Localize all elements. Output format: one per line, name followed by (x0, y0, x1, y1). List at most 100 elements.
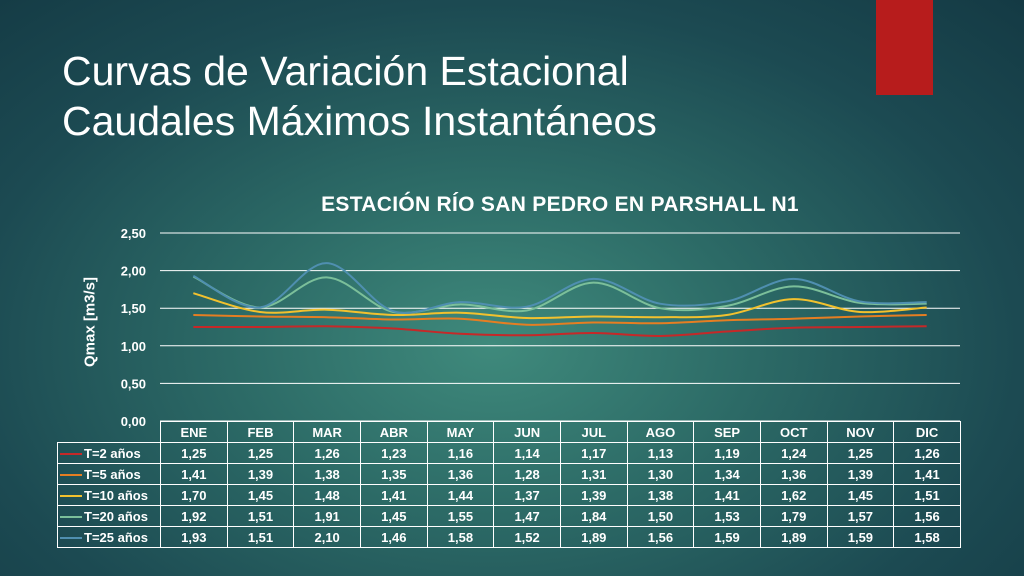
legend-swatch (60, 516, 82, 519)
legend-swatch (60, 474, 82, 477)
data-label: 1,84 (559, 505, 628, 527)
data-label: 1,41 (359, 484, 428, 506)
data-label: 1,39 (226, 463, 295, 485)
data-label: 1,19 (693, 442, 761, 464)
data-label: 1,39 (559, 484, 628, 506)
data-label: 1,26 (893, 442, 961, 464)
data-label: 1,45 (226, 484, 295, 506)
series-name: T=5 años (84, 466, 141, 482)
data-label: 1,41 (693, 484, 761, 506)
slide-title-line-1: Curvas de Variación Estacional (62, 48, 629, 94)
data-label: 1,44 (426, 484, 495, 506)
legend-swatch (60, 537, 82, 540)
data-label: 1,17 (559, 442, 628, 464)
legend-entry: T=2 años (57, 442, 161, 464)
data-label: 1,62 (759, 484, 828, 506)
y-tick-label: 1,50 (121, 301, 146, 316)
data-label: 1,59 (826, 526, 895, 548)
data-label: 1,41 (160, 463, 228, 485)
legend-swatch (60, 495, 82, 498)
x-tick-label: ABR (359, 421, 428, 443)
data-label: 1,89 (559, 526, 628, 548)
data-label: 1,34 (693, 463, 761, 485)
accent-bar (876, 0, 933, 95)
data-label: 1,31 (559, 463, 628, 485)
series-name: T=25 años (84, 529, 148, 545)
table-row: T=5 años 1,41 1,39 1,38 1,35 1,36 1,28 1,31 1,30… (57, 463, 961, 485)
table-corner (57, 421, 161, 443)
x-tick-label: MAY (426, 421, 495, 443)
table-row: T=25 años 1,93 1,51 2,10 1,46 1,58 1,52 1,89 1,5… (57, 526, 961, 548)
data-label: 1,25 (160, 442, 228, 464)
series-line-5 (192, 262, 927, 314)
data-label: 1,35 (359, 463, 428, 485)
chart-title: ESTACIÓN RÍO SAN PEDRO EN PARSHALL N1 (321, 193, 799, 216)
table-header-row: ENE FEB MAR ABR MAY JUN JUL AGO SEP OCT NOV DIC (57, 421, 961, 443)
data-label: 1,52 (493, 526, 561, 548)
data-label: 2,10 (293, 526, 361, 548)
x-tick-label: JUN (493, 421, 561, 443)
data-label: 1,55 (426, 505, 495, 527)
data-label: 1,45 (826, 484, 895, 506)
slide-title: Curvas de Variación Estacional Caudales … (62, 46, 842, 146)
table-row: T=2 años 1,25 1,25 1,26 1,23 1,16 1,14 1,17 1,13… (57, 442, 961, 464)
x-tick-label: FEB (226, 421, 295, 443)
legend-swatch (60, 453, 82, 456)
data-label: 1,24 (759, 442, 828, 464)
data-label: 1,56 (893, 505, 961, 527)
series-line-3 (193, 292, 927, 320)
data-label: 1,25 (826, 442, 895, 464)
data-label: 1,39 (826, 463, 895, 485)
y-tick-label: 1,00 (121, 339, 146, 354)
x-tick-label: NOV (826, 421, 895, 443)
data-label: 1,79 (759, 505, 828, 527)
data-label: 1,16 (426, 442, 495, 464)
y-tick-label: 0,50 (121, 376, 146, 391)
x-tick-label: DIC (893, 421, 961, 443)
data-label: 1,46 (359, 526, 428, 548)
x-tick-label: SEP (693, 421, 761, 443)
legend-entry: T=25 años (57, 526, 161, 548)
series-name: T=2 años (84, 445, 141, 461)
legend-entry: T=5 años (57, 463, 161, 485)
data-label: 1,38 (626, 484, 695, 506)
data-table: ENE FEB MAR ABR MAY JUN JUL AGO SEP OCT NOV DIC T=2 … (57, 421, 961, 548)
data-label: 1,47 (493, 505, 561, 527)
y-tick-label: 2,50 (121, 226, 146, 241)
data-label: 1,36 (759, 463, 828, 485)
data-label: 1,51 (226, 526, 295, 548)
data-label: 1,25 (226, 442, 295, 464)
x-tick-label: ENE (160, 421, 228, 443)
series-name: T=20 años (84, 508, 148, 524)
data-label: 1,48 (293, 484, 361, 506)
series-line-4 (192, 275, 927, 314)
data-label: 1,41 (893, 463, 961, 485)
data-label: 1,26 (293, 442, 361, 464)
data-label: 1,57 (826, 505, 895, 527)
data-label: 1,59 (693, 526, 761, 548)
slide-title-line-2: Caudales Máximos Instantáneos (62, 98, 657, 144)
series-line-2 (193, 313, 927, 326)
data-label: 1,56 (626, 526, 695, 548)
legend-entry: T=10 años (57, 484, 161, 506)
data-label: 1,36 (426, 463, 495, 485)
data-label: 1,30 (626, 463, 695, 485)
x-tick-label: OCT (759, 421, 828, 443)
data-label: 1,45 (359, 505, 428, 527)
data-label: 1,28 (493, 463, 561, 485)
data-label: 1,51 (226, 505, 295, 527)
data-label: 1,37 (493, 484, 561, 506)
legend-entry: T=20 años (57, 505, 161, 527)
series-line-1 (193, 325, 927, 338)
data-label: 1,89 (759, 526, 828, 548)
data-label: 1,13 (626, 442, 695, 464)
x-tick-label: JUL (559, 421, 628, 443)
data-label: 1,14 (493, 442, 561, 464)
series-name: T=10 años (84, 487, 148, 503)
data-label: 1,50 (626, 505, 695, 527)
table-row: T=10 años 1,70 1,45 1,48 1,41 1,44 1,37 1,39 1,3… (57, 484, 961, 506)
x-tick-label: AGO (626, 421, 695, 443)
data-label: 1,93 (160, 526, 228, 548)
table-row: T=20 años 1,92 1,51 1,91 1,45 1,55 1,47 1,84 1,5… (57, 505, 961, 527)
data-label: 1,92 (160, 505, 228, 527)
